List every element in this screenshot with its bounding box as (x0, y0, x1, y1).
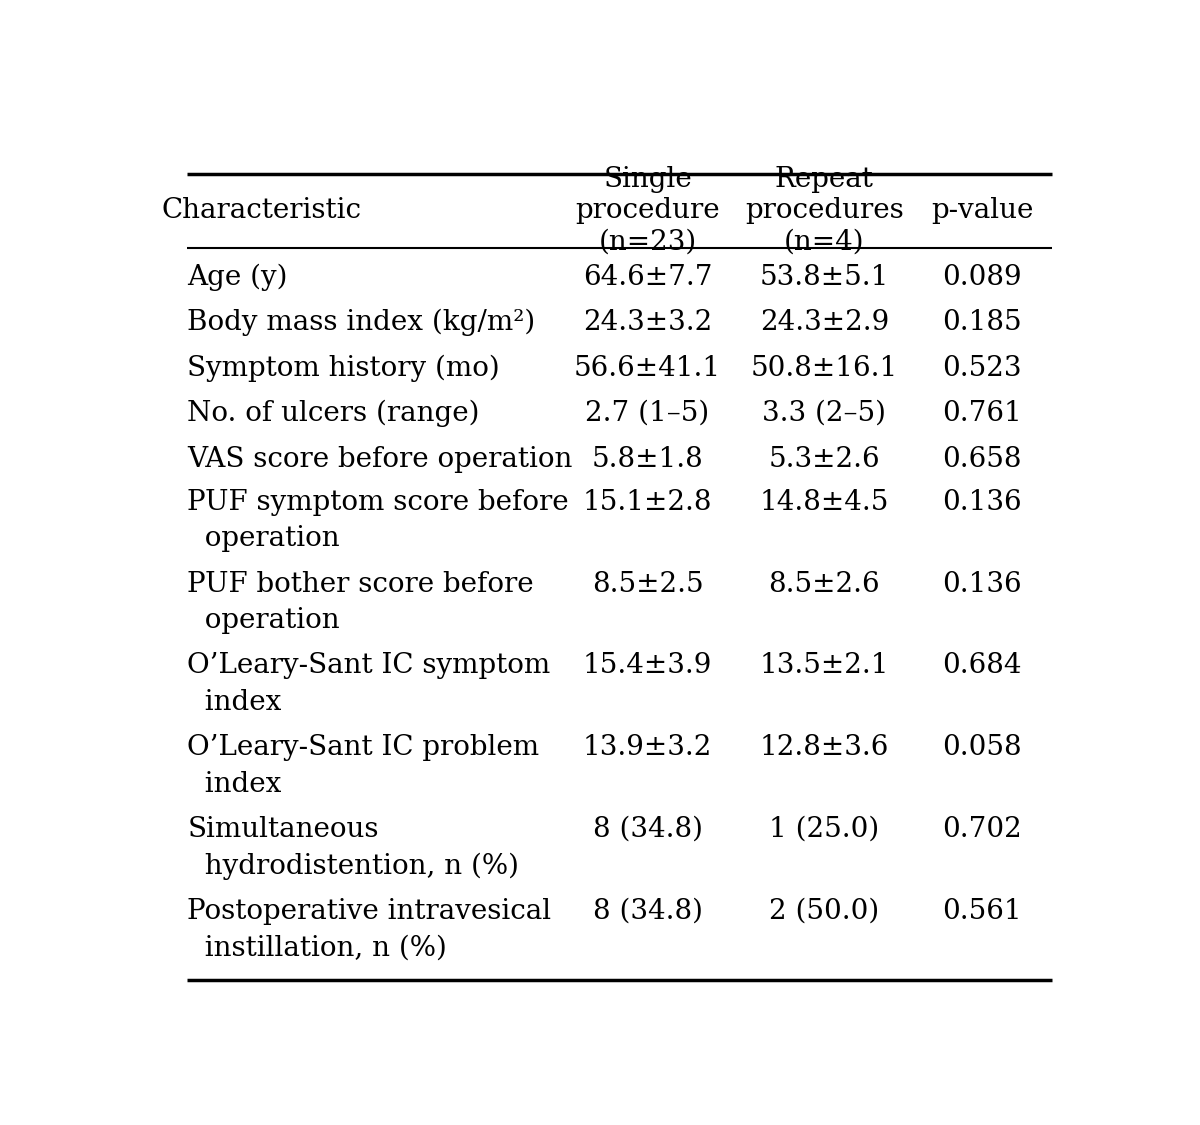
Text: 1 (25.0): 1 (25.0) (769, 816, 880, 843)
Text: 0.136: 0.136 (942, 570, 1022, 597)
Text: 5.3±2.6: 5.3±2.6 (768, 446, 880, 472)
Text: 0.658: 0.658 (943, 446, 1022, 472)
Text: 0.136: 0.136 (942, 488, 1022, 515)
Text: Age (y): Age (y) (187, 263, 288, 291)
Text: O’Leary-Sant IC symptom: O’Leary-Sant IC symptom (187, 652, 551, 680)
Text: 0.523: 0.523 (943, 354, 1022, 381)
Text: 0.089: 0.089 (942, 263, 1022, 290)
Text: PUF symptom score before: PUF symptom score before (187, 488, 569, 515)
Text: Symptom history (mo): Symptom history (mo) (187, 354, 500, 381)
Text: 2 (50.0): 2 (50.0) (769, 898, 880, 925)
Text: 0.761: 0.761 (942, 400, 1022, 428)
Text: p-value: p-value (931, 197, 1033, 224)
Text: 64.6±7.7: 64.6±7.7 (583, 263, 713, 290)
Text: 13.9±3.2: 13.9±3.2 (583, 735, 713, 762)
Text: 50.8±16.1: 50.8±16.1 (751, 354, 898, 381)
Text: 56.6±41.1: 56.6±41.1 (574, 354, 721, 381)
Text: 8 (34.8): 8 (34.8) (593, 816, 702, 843)
Text: 0.684: 0.684 (943, 652, 1022, 680)
Text: 24.3±3.2: 24.3±3.2 (583, 309, 712, 336)
Text: O’Leary-Sant IC problem: O’Leary-Sant IC problem (187, 735, 539, 762)
Text: 12.8±3.6: 12.8±3.6 (760, 735, 889, 762)
Text: 3.3 (2–5): 3.3 (2–5) (762, 400, 887, 428)
Text: index: index (187, 771, 282, 798)
Text: 8 (34.8): 8 (34.8) (593, 898, 702, 925)
Text: Simultaneous: Simultaneous (187, 816, 379, 843)
Text: 5.8±1.8: 5.8±1.8 (592, 446, 703, 472)
Text: 15.4±3.9: 15.4±3.9 (583, 652, 713, 680)
Text: 0.185: 0.185 (942, 309, 1022, 336)
Text: 0.702: 0.702 (942, 816, 1022, 843)
Text: operation: operation (187, 606, 340, 633)
Text: 8.5±2.6: 8.5±2.6 (768, 570, 880, 597)
Text: index: index (187, 688, 282, 716)
Text: Characteristic: Characteristic (162, 197, 361, 224)
Text: 2.7 (1–5): 2.7 (1–5) (586, 400, 709, 428)
Text: 8.5±2.5: 8.5±2.5 (592, 570, 703, 597)
Text: 13.5±2.1: 13.5±2.1 (760, 652, 889, 680)
Text: instillation, n (%): instillation, n (%) (187, 934, 448, 961)
Text: Single
procedure
(n=23): Single procedure (n=23) (575, 166, 720, 255)
Text: hydrodistention, n (%): hydrodistention, n (%) (187, 852, 520, 880)
Text: 0.561: 0.561 (942, 898, 1022, 925)
Text: 53.8±5.1: 53.8±5.1 (760, 263, 889, 290)
Text: 14.8±4.5: 14.8±4.5 (760, 488, 889, 515)
Text: 24.3±2.9: 24.3±2.9 (760, 309, 889, 336)
Text: Body mass index (kg/m²): Body mass index (kg/m²) (187, 309, 535, 336)
Text: 15.1±2.8: 15.1±2.8 (583, 488, 713, 515)
Text: PUF bother score before: PUF bother score before (187, 570, 534, 597)
Text: Repeat
procedures
(n=4): Repeat procedures (n=4) (745, 166, 904, 255)
Text: VAS score before operation: VAS score before operation (187, 446, 572, 472)
Text: No. of ulcers (range): No. of ulcers (range) (187, 400, 480, 428)
Text: 0.058: 0.058 (942, 735, 1022, 762)
Text: operation: operation (187, 525, 340, 552)
Text: Postoperative intravesical: Postoperative intravesical (187, 898, 551, 925)
